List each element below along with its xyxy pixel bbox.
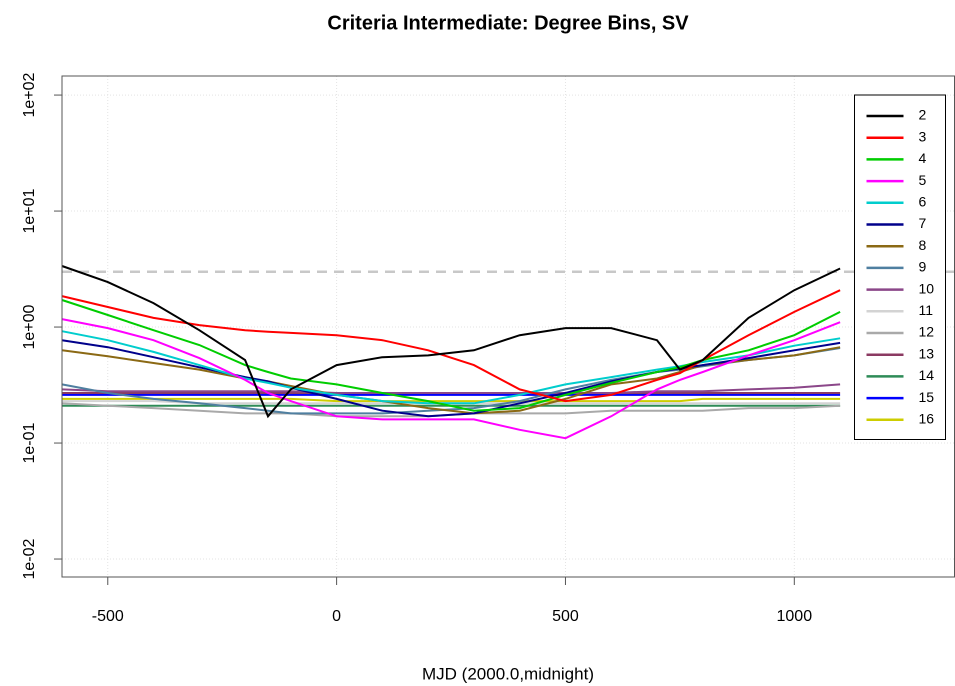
y-tick-label: 1e+01 [21,188,38,233]
chart-title: Criteria Intermediate: Degree Bins, SV [327,12,689,34]
legend-label: 3 [919,128,927,144]
legend: 2 3 4 5 6 7 8 9 10 11 12 13 14 15 16 [854,94,946,440]
legend-label: 16 [919,411,935,427]
legend-label: 12 [919,324,935,340]
legend-label: 6 [919,194,927,210]
x-tick-label: 0 [332,608,341,625]
legend-label: 2 [919,107,927,123]
legend-label: 10 [919,280,935,296]
x-tick-label: -500 [92,608,124,625]
x-tick-label: 500 [552,608,579,625]
legend-label: 14 [919,367,935,383]
series-line [61,318,841,440]
legend-label: 9 [919,259,927,275]
x-tick-label: 1000 [777,608,813,625]
legend-label: 8 [919,237,927,253]
series-line [61,339,841,418]
legend-label: 7 [919,215,927,231]
series-line [62,397,841,403]
series-line [61,265,841,419]
legend-label: 15 [919,389,935,405]
y-tick-label: 1e-02 [21,538,38,579]
plot-frame [61,75,955,578]
y-tick-label: 1e-01 [21,422,38,463]
legend-label: 4 [919,150,927,166]
series-line [61,383,841,394]
series-line [61,289,841,403]
y-tick-label: 1e+02 [21,72,38,117]
legend-label: 5 [919,172,927,188]
legend-label: 13 [919,345,935,361]
x-axis-label: MJD (2000.0,midnight) [422,664,594,683]
y-tick-label: 1e+00 [21,304,38,349]
legend-label: 11 [919,302,934,318]
